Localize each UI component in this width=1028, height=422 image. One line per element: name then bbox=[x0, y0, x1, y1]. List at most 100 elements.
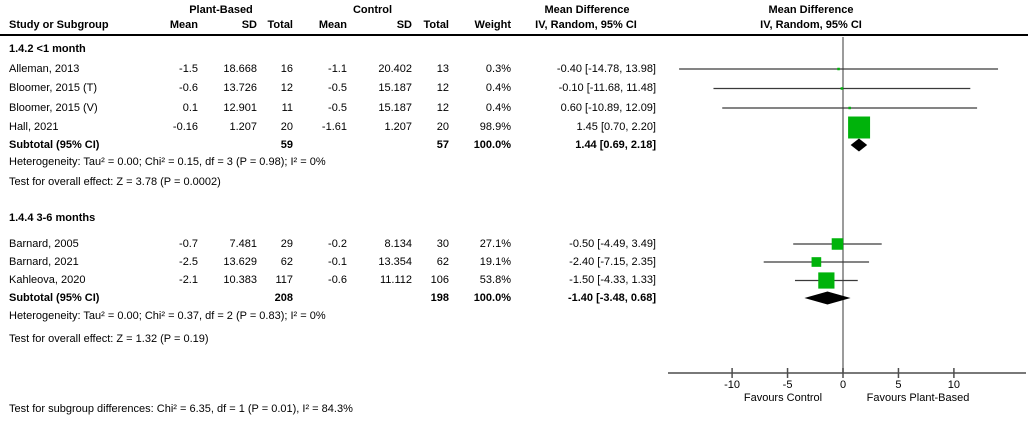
subgroup-difference-test: Test for subgroup differences: Chi² = 6.… bbox=[9, 403, 353, 415]
column-header-weight: Weight bbox=[474, 19, 511, 31]
pb-mean: -2.5 bbox=[179, 255, 198, 268]
study-weight: 0.3% bbox=[485, 62, 511, 75]
md-ci-text: -1.50 [-4.33, 1.33] bbox=[569, 274, 656, 286]
pb-mean: -0.16 bbox=[172, 121, 198, 133]
control-sd: 8.134 bbox=[384, 237, 412, 250]
control-total: 13 bbox=[436, 62, 449, 75]
effect-square bbox=[848, 106, 851, 110]
subtotal-row: Subtotal (95% CI) 59 57 100.0% 1.44 [0.69, 2… bbox=[0, 139, 1028, 152]
subtotal-weight: 100.0% bbox=[473, 138, 511, 151]
study-row: Alleman, 2013 -1.5 18.668 16 -1.1 20.402 13 0.3… bbox=[0, 63, 1028, 76]
pb-total: 62 bbox=[280, 255, 293, 268]
axis-tick-label: 5 bbox=[895, 379, 902, 391]
md-ci-text: 1.45 [0.70, 2.20] bbox=[576, 121, 656, 133]
control-total: 12 bbox=[436, 82, 449, 94]
heterogeneity-text: Heterogeneity: Tau² = 0.00; Chi² = 0.37,… bbox=[9, 309, 326, 322]
pb-total: 12 bbox=[280, 82, 293, 94]
axis-tick-label: 0 bbox=[839, 379, 847, 391]
column-header-sd-control: SD bbox=[396, 19, 412, 31]
pb-total: 117 bbox=[275, 274, 293, 286]
md-column-method: IV, Random, 95% CI bbox=[535, 19, 637, 31]
md-column-title: Mean Difference bbox=[544, 4, 630, 16]
control-sd: 1.207 bbox=[384, 121, 412, 133]
pb-mean: -2.1 bbox=[179, 274, 198, 286]
control-mean: -1.1 bbox=[328, 62, 347, 75]
overall-effect-text: Test for overall effect: Z = 3.78 (P = 0… bbox=[9, 175, 221, 188]
control-sd: 15.187 bbox=[378, 101, 412, 114]
pb-total: 20 bbox=[280, 121, 293, 133]
pb-sd: 7.481 bbox=[229, 237, 257, 250]
md-ci-text: -0.40 [-14.78, 13.98] bbox=[556, 62, 656, 75]
effect-square bbox=[840, 87, 844, 90]
pb-total: 16 bbox=[280, 62, 293, 75]
favours-left-label: Favours Control bbox=[743, 392, 823, 404]
study-name: Kahleova, 2020 bbox=[9, 274, 86, 286]
pb-sd: 1.207 bbox=[229, 121, 257, 133]
study-name: Bloomer, 2015 (T) bbox=[9, 82, 98, 94]
effect-square bbox=[837, 67, 840, 71]
control-sd: 11.112 bbox=[379, 274, 412, 286]
subgroup-label: 1.4.2 <1 month bbox=[9, 42, 86, 55]
favours-right-label: Favours Plant-Based bbox=[866, 392, 970, 404]
subtotal-label: Subtotal (95% CI) bbox=[9, 291, 100, 304]
heterogeneity-row: Heterogeneity: Tau² = 0.00; Chi² = 0.37,… bbox=[0, 310, 1028, 323]
column-header-total-pb: Total bbox=[267, 19, 293, 31]
pb-sd: 12.901 bbox=[223, 101, 257, 114]
study-name: Barnard, 2021 bbox=[9, 255, 79, 268]
subtotal-label: Subtotal (95% CI) bbox=[9, 138, 100, 151]
subgroup-label: 1.4.4 3-6 months bbox=[9, 211, 96, 224]
md-ci-text: -0.10 [-11.68, 11.48] bbox=[558, 82, 656, 94]
subtotal-control-total: 57 bbox=[436, 138, 449, 151]
subtotal-diamond bbox=[804, 291, 851, 305]
control-total: 12 bbox=[436, 101, 449, 114]
effect-square bbox=[848, 116, 871, 139]
study-row: Barnard, 2005 -0.7 7.481 29 -0.2 8.134 30 27.1%… bbox=[0, 238, 1028, 251]
md-plot-title: Mean Difference bbox=[768, 4, 854, 16]
axis-tick-label: -5 bbox=[782, 379, 793, 391]
column-group-experimental: Plant-Based bbox=[189, 4, 253, 16]
subtotal-weight: 100.0% bbox=[473, 291, 511, 304]
control-total: 62 bbox=[436, 255, 449, 268]
control-mean: -0.1 bbox=[328, 255, 347, 268]
control-mean: -0.5 bbox=[328, 101, 347, 114]
effect-square bbox=[818, 272, 835, 289]
study-weight: 53.8% bbox=[479, 274, 511, 286]
study-weight: 98.9% bbox=[479, 121, 511, 133]
column-group-control: Control bbox=[352, 4, 393, 16]
pb-sd: 18.668 bbox=[223, 62, 257, 75]
study-name: Bloomer, 2015 (V) bbox=[9, 101, 98, 114]
axis-tick-label: -10 bbox=[724, 379, 741, 391]
subtotal-md-ci-text: -1.40 [-3.48, 0.68] bbox=[567, 291, 656, 304]
control-mean: -0.5 bbox=[328, 82, 347, 94]
md-ci-text: -2.40 [-7.15, 2.35] bbox=[569, 255, 656, 268]
control-total: 106 bbox=[430, 274, 449, 286]
overall-effect-row: Test for overall effect: Z = 3.78 (P = 0… bbox=[0, 176, 1028, 189]
control-total: 20 bbox=[436, 121, 449, 133]
column-header-study: Study or Subgroup bbox=[9, 19, 109, 31]
study-weight: 0.4% bbox=[485, 101, 511, 114]
control-total: 30 bbox=[436, 237, 449, 250]
subtotal-control-total: 198 bbox=[430, 291, 449, 304]
heterogeneity-row: Heterogeneity: Tau² = 0.00; Chi² = 0.15,… bbox=[0, 156, 1028, 169]
heterogeneity-text: Heterogeneity: Tau² = 0.00; Chi² = 0.15,… bbox=[9, 155, 326, 168]
subtotal-md-ci-text: 1.44 [0.69, 2.18] bbox=[575, 138, 656, 151]
pb-mean: 0.1 bbox=[182, 101, 198, 114]
pb-sd: 10.383 bbox=[223, 274, 257, 286]
overall-effect-text: Test for overall effect: Z = 1.32 (P = 0… bbox=[9, 332, 209, 345]
study-weight: 0.4% bbox=[485, 82, 511, 94]
column-header-total-control: Total bbox=[423, 19, 449, 31]
subgroup-header-row: 1.4.2 <1 month bbox=[0, 43, 1028, 56]
effect-square bbox=[811, 257, 822, 267]
column-header-sd-pb: SD bbox=[241, 19, 257, 31]
pb-mean: -0.6 bbox=[179, 82, 198, 94]
md-ci-text: 0.60 [-10.89, 12.09] bbox=[560, 101, 656, 114]
control-mean: -1.61 bbox=[321, 121, 347, 133]
study-weight: 19.1% bbox=[479, 255, 511, 268]
overall-effect-row: Test for overall effect: Z = 1.32 (P = 0… bbox=[0, 333, 1028, 346]
study-row: Barnard, 2021 -2.5 13.629 62 -0.1 13.354 62 19.… bbox=[0, 256, 1028, 269]
control-mean: -0.6 bbox=[328, 274, 347, 286]
effect-square bbox=[831, 238, 844, 250]
control-sd: 15.187 bbox=[378, 82, 412, 94]
subtotal-diamond bbox=[850, 138, 868, 152]
